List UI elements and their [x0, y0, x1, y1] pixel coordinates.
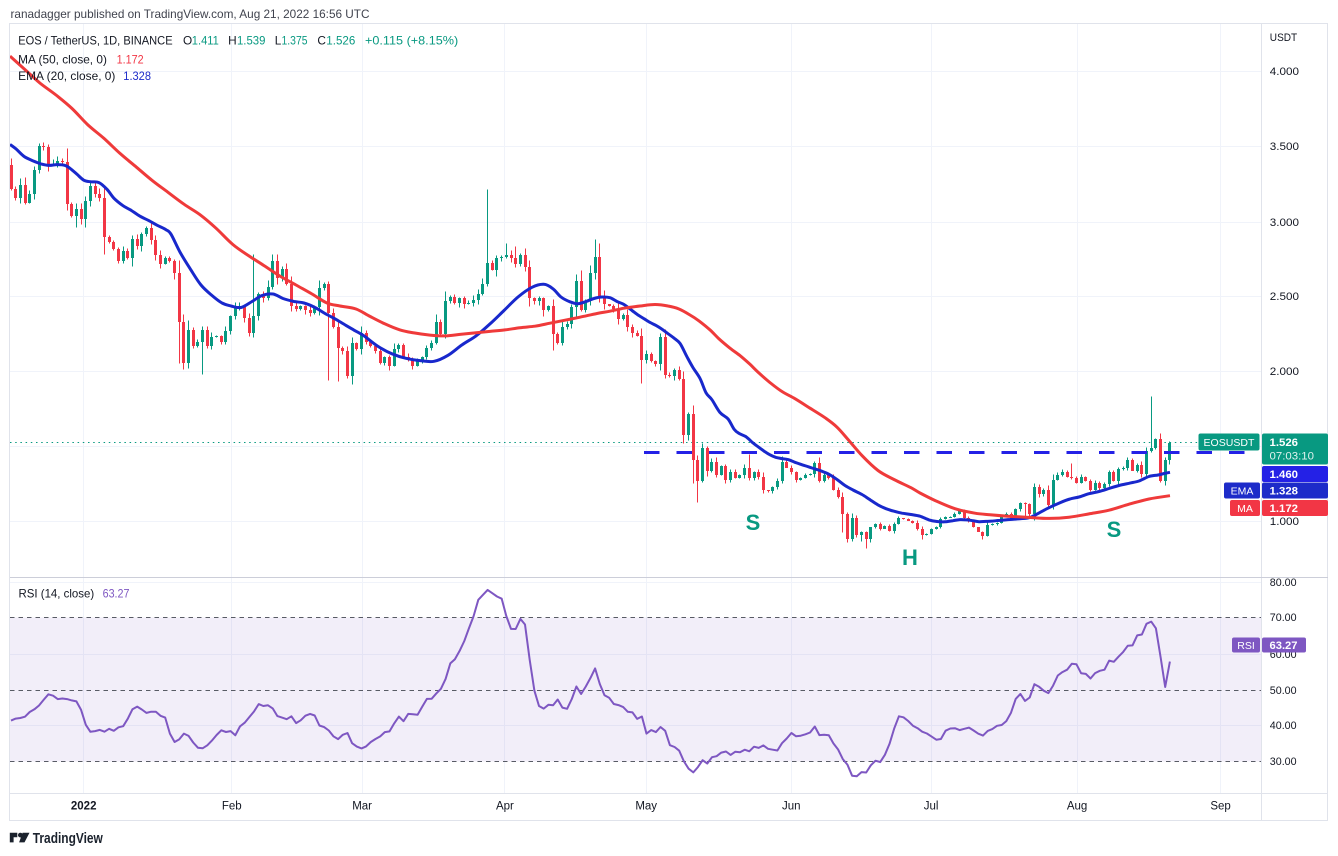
svg-text:1.460: 1.460: [1270, 469, 1299, 481]
svg-text:L: L: [275, 34, 282, 48]
svg-text:07:03:10: 07:03:10: [1270, 451, 1315, 463]
svg-text:S: S: [746, 510, 761, 535]
svg-text:1.526: 1.526: [326, 34, 355, 48]
svg-text:30.00: 30.00: [1270, 756, 1297, 768]
svg-text:C: C: [317, 34, 326, 48]
svg-text:1.539: 1.539: [237, 34, 265, 48]
svg-text:May: May: [635, 801, 657, 813]
svg-text:H: H: [228, 34, 237, 48]
svg-text:O: O: [183, 34, 192, 48]
svg-text:4.000: 4.000: [1270, 66, 1299, 78]
svg-text:3.500: 3.500: [1270, 141, 1299, 153]
svg-text:70.00: 70.00: [1270, 612, 1297, 624]
svg-text:1.000: 1.000: [1270, 516, 1299, 528]
svg-text:63.27: 63.27: [103, 587, 130, 601]
svg-text:80.00: 80.00: [1270, 577, 1297, 589]
svg-text:1.411: 1.411: [192, 34, 219, 48]
svg-text:Feb: Feb: [222, 801, 242, 813]
svg-text:Sep: Sep: [1210, 801, 1230, 813]
svg-text:1.328: 1.328: [123, 69, 151, 83]
svg-text:1.375: 1.375: [282, 34, 308, 48]
svg-text:Apr: Apr: [496, 801, 514, 813]
svg-text:+0.115 (+8.15%): +0.115 (+8.15%): [365, 34, 458, 48]
svg-text:Mar: Mar: [352, 801, 372, 813]
svg-text:RSI (14, close): RSI (14, close): [19, 587, 95, 601]
svg-text:2.000: 2.000: [1270, 366, 1299, 378]
svg-text:3.000: 3.000: [1270, 217, 1299, 229]
svg-text:EOS / TetherUS, 1D, BINANCE: EOS / TetherUS, 1D, BINANCE: [18, 34, 173, 48]
svg-text:Jun: Jun: [782, 801, 801, 813]
svg-text:Jul: Jul: [924, 801, 939, 813]
svg-text:EMA (20, close, 0): EMA (20, close, 0): [18, 69, 115, 83]
svg-text:2022: 2022: [71, 801, 97, 813]
svg-text:Aug: Aug: [1067, 801, 1087, 813]
svg-text:MA (50, close, 0): MA (50, close, 0): [18, 53, 107, 67]
svg-text:USDT: USDT: [1270, 32, 1298, 44]
svg-text:1.172: 1.172: [1270, 503, 1299, 515]
svg-text:TradingView: TradingView: [33, 831, 103, 847]
svg-text:63.27: 63.27: [1270, 640, 1298, 652]
svg-text:ranadagger published on Tradin: ranadagger published on TradingView.com,…: [11, 7, 370, 21]
svg-text:EMA: EMA: [1231, 486, 1254, 498]
svg-text:1.526: 1.526: [1270, 437, 1299, 449]
svg-text:1.172: 1.172: [117, 53, 144, 67]
svg-text:40.00: 40.00: [1270, 720, 1297, 732]
svg-text:S: S: [1107, 517, 1122, 542]
svg-text:50.00: 50.00: [1270, 685, 1297, 697]
svg-text:RSI: RSI: [1237, 640, 1255, 652]
svg-text:EOSUSDT: EOSUSDT: [1204, 437, 1256, 449]
svg-text:MA: MA: [1237, 503, 1253, 515]
svg-text:H: H: [902, 545, 918, 570]
svg-text:2.500: 2.500: [1270, 291, 1299, 303]
svg-text:1.328: 1.328: [1270, 486, 1299, 498]
